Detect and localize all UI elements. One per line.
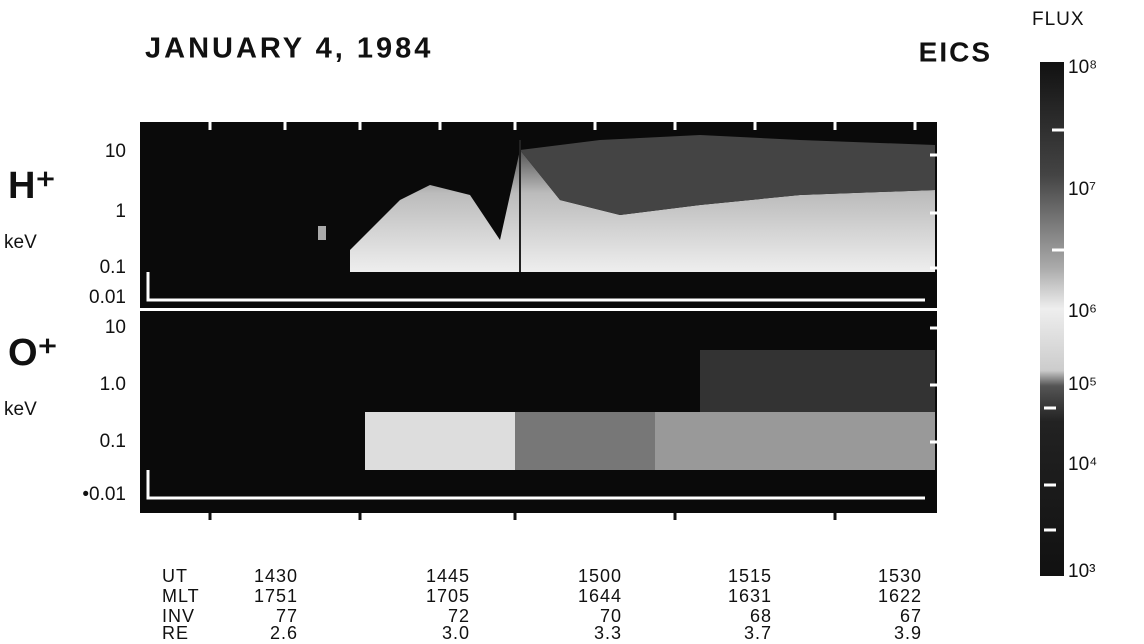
y-tick-label: 1.0 bbox=[100, 374, 126, 395]
table-cell: 2.6 bbox=[270, 623, 298, 639]
colorbar-label: 10⁶ bbox=[1068, 301, 1097, 322]
o-frame bbox=[146, 470, 925, 500]
table-cell: 3.9 bbox=[894, 623, 922, 639]
table-cell: 1631 bbox=[728, 586, 772, 606]
table-cell: 77 bbox=[276, 606, 298, 626]
table-cell: 3.3 bbox=[594, 623, 622, 639]
table-cell: 1751 bbox=[254, 586, 298, 606]
table-cell: 68 bbox=[750, 606, 772, 626]
table-cell: 1500 bbox=[578, 566, 622, 586]
colorbar-title: FLUX bbox=[1032, 9, 1085, 30]
colorbar-ticks bbox=[1044, 128, 1064, 532]
h-frame bbox=[146, 272, 925, 302]
unit: keV bbox=[4, 232, 37, 253]
y-tick-label: 0.1 bbox=[100, 431, 126, 452]
table-cell: 1622 bbox=[878, 586, 922, 606]
colorbar-label: 10³ bbox=[1068, 561, 1095, 582]
table-cell: 1644 bbox=[578, 586, 622, 606]
y-tick-label: 0.01 bbox=[89, 287, 126, 308]
table-cell: 70 bbox=[600, 606, 622, 626]
h-speck bbox=[318, 226, 326, 240]
h-spectrum bbox=[350, 150, 935, 272]
colorbar-label: 10⁷ bbox=[1068, 179, 1096, 200]
y-tick-label: 0.1 bbox=[100, 257, 126, 278]
colorbar bbox=[1040, 62, 1064, 576]
table-cell: 3.7 bbox=[744, 623, 772, 639]
y-tick-label: 10 bbox=[105, 317, 126, 338]
colorbar-label: 10⁴ bbox=[1068, 454, 1097, 475]
time-ticks bbox=[208, 122, 937, 444]
colorbar-label: 10⁸ bbox=[1068, 57, 1097, 78]
table-cell: 1530 bbox=[878, 566, 922, 586]
unit: keV bbox=[4, 399, 37, 420]
table-cell: 1705 bbox=[426, 586, 470, 606]
table-cell: 72 bbox=[448, 606, 470, 626]
y-tick-label: 10 bbox=[105, 141, 126, 162]
o-spectrum-right bbox=[655, 412, 935, 470]
o-spectrum-mid bbox=[515, 412, 655, 470]
h-spectrum-high bbox=[520, 135, 935, 215]
o-spectrum-upper bbox=[700, 350, 935, 412]
table-cell: 1445 bbox=[426, 566, 470, 586]
y-tick-label: •0.01 bbox=[82, 484, 126, 505]
species: O⁺ bbox=[8, 332, 58, 374]
title: JANUARY 4, 1984 bbox=[145, 33, 433, 65]
table-cell: 1430 bbox=[254, 566, 298, 586]
table-cell: 3.0 bbox=[442, 623, 470, 639]
species: H⁺ bbox=[8, 165, 56, 207]
row-label: INV bbox=[162, 606, 195, 626]
bottom-ticks bbox=[208, 513, 837, 520]
table-cell: 67 bbox=[900, 606, 922, 626]
o-spectrum bbox=[365, 412, 515, 470]
row-label: RE bbox=[162, 623, 189, 639]
y-tick-label: 1 bbox=[115, 201, 126, 222]
colorbar-label: 10⁵ bbox=[1068, 374, 1097, 395]
row-label: UT bbox=[162, 566, 188, 586]
instrument: EICS bbox=[919, 36, 992, 67]
row-label: MLT bbox=[162, 586, 200, 606]
table-cell: 1515 bbox=[728, 566, 772, 586]
